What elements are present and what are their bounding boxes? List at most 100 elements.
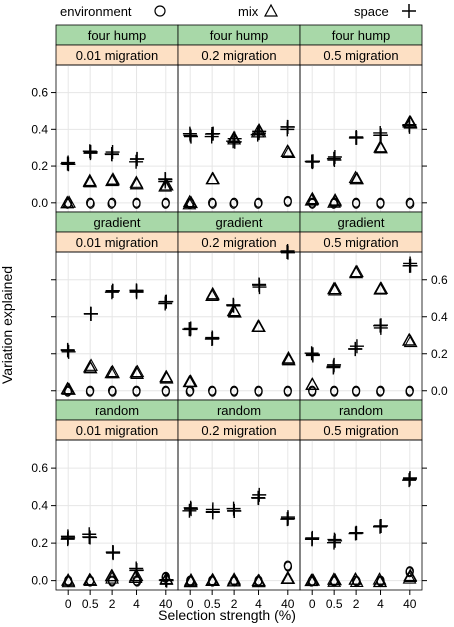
x-tick-label: 40 [403, 597, 417, 611]
point-environment-rep [161, 386, 170, 397]
point-mix [205, 573, 219, 587]
point-space [280, 119, 295, 134]
point-environment-rep [376, 198, 385, 209]
point-space [402, 117, 417, 132]
strip-landscape-label: gradient [94, 215, 141, 230]
strip-migration-label: 0.01 migration [76, 48, 158, 63]
point-mix [105, 571, 119, 584]
point-space [159, 573, 174, 588]
point-environment-rep [85, 386, 94, 397]
point-mix [60, 195, 75, 209]
point-environment-rep [330, 386, 339, 397]
legend-triangle-icon [263, 3, 279, 17]
y-tick-label: 0.6 [431, 273, 448, 287]
point-environment-rep [107, 198, 116, 209]
point-space [374, 518, 389, 533]
point-mix [130, 364, 145, 378]
point-space [183, 500, 198, 515]
point-space [348, 130, 363, 145]
point-mix [184, 195, 199, 209]
point-mix [305, 377, 320, 390]
point-mix [252, 319, 266, 333]
point-space [83, 306, 98, 321]
point-space [373, 318, 388, 333]
point-space [182, 503, 197, 518]
point-space [206, 126, 221, 141]
legend-entry-triangle: mix [238, 3, 279, 19]
x-axis-col-2: 0 0.5 2 4 40 [187, 590, 295, 611]
point-space [373, 519, 388, 534]
point-space [60, 343, 75, 358]
panel-2-2: gradient 0.2 migration [177, 211, 301, 401]
point-mix [252, 573, 267, 587]
strip-migration-label: 0.2 migration [201, 423, 276, 438]
point-mix [129, 175, 144, 188]
point-space [183, 321, 198, 336]
point-mix [350, 171, 365, 185]
panel-frame [55, 439, 179, 591]
panel-1-3: four hump 0.5 migration [299, 24, 423, 213]
point-space [327, 357, 342, 372]
point-space [227, 131, 242, 146]
point-space [305, 347, 320, 362]
point-mix [348, 572, 363, 585]
x-tick-label: 0 [309, 597, 316, 611]
x-tick-label: 0.5 [326, 597, 343, 611]
point-space [280, 244, 295, 259]
point-mix [62, 382, 76, 395]
x-tick-label: 0 [187, 597, 194, 611]
x-tick-label: 2 [109, 597, 116, 611]
point-space [226, 134, 241, 149]
point-mix [280, 571, 295, 584]
point-environment-rep [308, 386, 317, 397]
strip-migration-label: 0.5 migration [323, 48, 398, 63]
point-environment-rep [161, 198, 170, 209]
point-mix [227, 305, 242, 318]
point-space [250, 127, 265, 142]
legend-label: space [354, 4, 389, 19]
point-mix [159, 177, 174, 191]
point-mix [402, 332, 417, 346]
y-tick-label: 0.6 [31, 461, 48, 475]
point-space [252, 278, 267, 293]
point-space [304, 346, 319, 361]
point-environment-rep [254, 198, 263, 209]
point-space [183, 128, 198, 143]
y-tick-label: 0.6 [31, 86, 48, 100]
point-space [60, 156, 75, 171]
y-tick-label: 0.2 [31, 159, 48, 173]
panel-3-3: random 0.5 migration [299, 399, 423, 591]
point-mix [206, 171, 220, 185]
point-mix [349, 265, 364, 279]
legend-plus-icon [402, 4, 416, 18]
point-space [204, 332, 219, 347]
point-environment [86, 197, 95, 208]
point-space [328, 533, 343, 548]
x-tick-label: 40 [281, 597, 295, 611]
point-mix [280, 144, 295, 157]
point-mix [159, 371, 174, 384]
point-environment [229, 197, 239, 208]
y-axis-row-1: 0.0 0.2 0.4 0.6 [31, 86, 427, 210]
strip-landscape-label: four hump [88, 28, 147, 43]
y-tick-label: 0.0 [431, 384, 448, 398]
point-mix [305, 192, 320, 205]
point-space [205, 505, 220, 520]
point-space [106, 546, 121, 561]
point-environment-rep [185, 386, 194, 397]
y-tick-label: 0.4 [431, 310, 448, 324]
panel-frame [299, 439, 423, 591]
point-space [104, 147, 119, 162]
point-space [158, 294, 173, 309]
point-environment-rep [108, 386, 117, 397]
point-environment-rep [132, 198, 141, 209]
legend-entry-circle: environment [60, 4, 166, 19]
panel-1-1: four hump 0.01 migration [55, 24, 179, 213]
point-mix [373, 574, 388, 588]
point-environment-rep [132, 386, 141, 397]
point-mix [61, 573, 76, 586]
x-tick-label: 2 [231, 597, 238, 611]
point-mix [105, 568, 119, 582]
point-space [280, 512, 295, 527]
